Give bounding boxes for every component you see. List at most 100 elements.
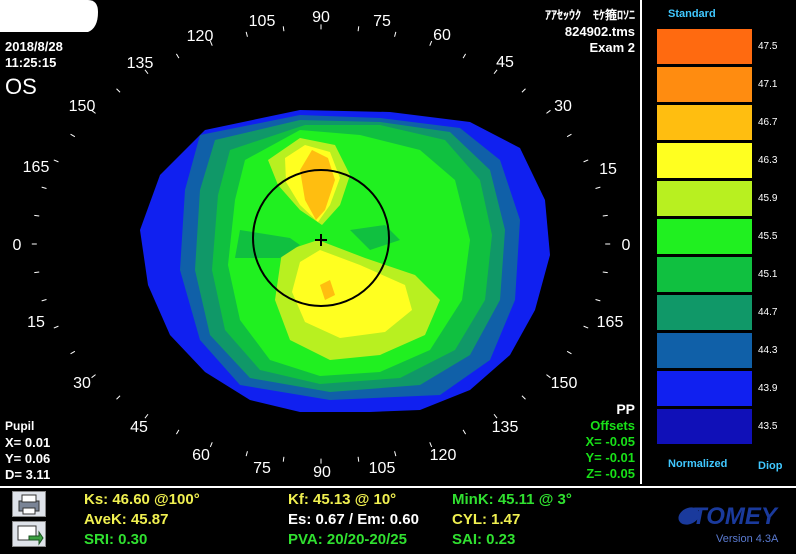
file-name: 824902.tms: [564, 24, 635, 39]
kf-value: Kf: 45.13 @ 10°: [288, 491, 397, 508]
export-icon: [17, 525, 44, 546]
legend-units: Diop: [758, 460, 783, 472]
cyl-value: CYL: 1.47: [452, 511, 521, 528]
angle-label-top-75: 75: [373, 13, 391, 30]
angle-tick: [602, 214, 608, 217]
angle-tick: [116, 88, 121, 93]
ks-value: Ks: 46.60 @100°: [84, 491, 200, 508]
angle-tick: [357, 26, 360, 32]
angle-tick: [91, 109, 96, 114]
angle-tick: [144, 69, 149, 75]
legend-title[interactable]: Standard: [668, 8, 716, 20]
time-text: 11:25:15: [5, 55, 57, 70]
sai-value: SAI: 0.23: [452, 531, 516, 548]
legend-swatch: [656, 142, 753, 179]
legend-value: 46.7: [758, 117, 778, 128]
legend-swatch: [656, 218, 753, 255]
angle-tick: [70, 350, 76, 355]
sri-value: SRI: 0.30: [84, 531, 148, 548]
eye-label: OS: [5, 74, 37, 99]
export-button[interactable]: [12, 521, 46, 547]
legend-value: 45.1: [758, 269, 778, 280]
legend-value: 44.7: [758, 307, 778, 318]
angle-tick: [493, 413, 498, 419]
angle-tick: [144, 413, 149, 419]
angle-label-bottom-60: 60: [192, 447, 210, 464]
topography-map-panel: 2018/8/28 11:25:15 OS ｱｱｾｯｳｸ ﾓｹ箍ﾛｿﾆ 8249…: [0, 0, 642, 484]
angle-tick: [91, 374, 96, 379]
legend-swatch: [656, 408, 753, 445]
legend-value: 45.5: [758, 231, 778, 242]
angle-tick: [357, 456, 360, 462]
angle-ticks: [31, 24, 611, 464]
angle-label-bottom-30: 30: [73, 375, 91, 392]
angle-tick: [245, 31, 248, 37]
tomey-logo-icon: TOMEY: [678, 503, 779, 530]
angle-tick: [566, 350, 572, 355]
date-text: 2018/8/28: [5, 39, 63, 54]
tomey-logo: TOMEY: [676, 502, 788, 535]
print-button[interactable]: [12, 491, 46, 517]
brand-name: TOMEY: [692, 503, 779, 530]
pva-value: PVA: 20/20-20/25: [288, 531, 407, 548]
angle-tick: [602, 271, 608, 274]
offsets-z: Z= -0.05: [586, 466, 635, 481]
angle-label-top-30: 30: [554, 98, 572, 115]
pupil-d: D= 3.11: [5, 467, 51, 482]
legend-value: 45.9: [758, 193, 778, 204]
map-color-regions: [140, 110, 550, 412]
legend-swatch: [656, 256, 753, 293]
legend-swatch: [656, 66, 753, 103]
angle-label-bottom-45: 45: [130, 419, 148, 436]
angle-tick: [546, 109, 551, 114]
legend-value: 43.5: [758, 421, 778, 432]
angle-tick: [53, 325, 59, 329]
offsets-x: X= -0.05: [585, 434, 635, 449]
legend-swatch: [656, 28, 753, 65]
angle-label-top-90: 90: [312, 9, 330, 26]
legend-value: 44.3: [758, 345, 778, 356]
angle-tick: [462, 53, 467, 59]
offsets-y: Y= -0.01: [585, 450, 635, 465]
angle-label-bottom-165: 165: [596, 314, 624, 331]
pupil-circle: [252, 169, 390, 307]
patient-name: ｱｱｾｯｳｸ ﾓｹ箍ﾛｿﾆ: [544, 8, 635, 22]
angle-tick: [70, 133, 76, 138]
legend-value: 46.3: [758, 155, 778, 166]
legend-normalized[interactable]: Normalized: [668, 458, 728, 470]
offsets-title: Offsets: [590, 418, 635, 433]
angle-tick: [583, 325, 589, 329]
angle-tick: [116, 395, 121, 400]
angle-tick: [282, 26, 285, 32]
angle-label-bottom-15: 15: [27, 314, 45, 331]
angle-tick: [583, 159, 589, 163]
legend-swatch: [656, 180, 753, 217]
indices-bar: Ks: 46.60 @100° AveK: 45.87 SRI: 0.30 Kf…: [0, 486, 796, 554]
angle-tick: [245, 451, 248, 457]
angle-tick: [175, 429, 180, 435]
pp-label: PP: [616, 401, 635, 417]
legend-value: 47.1: [758, 79, 778, 90]
angle-tick: [394, 451, 397, 457]
legend-swatch: [656, 104, 753, 141]
angle-tick: [209, 442, 213, 448]
angle-label-right-0: 0: [621, 237, 631, 254]
angle-tick: [34, 271, 40, 274]
angle-tick: [394, 31, 397, 37]
angle-label-top-105: 105: [248, 13, 276, 30]
angle-tick: [34, 214, 40, 217]
legend-swatch: [656, 332, 753, 369]
angle-label-top-15: 15: [599, 161, 617, 178]
angle-label-top-120: 120: [186, 28, 214, 45]
angle-tick: [546, 374, 551, 379]
legend-swatch: [656, 294, 753, 331]
angle-label-bottom-120: 120: [429, 447, 457, 464]
pupil-title: Pupil: [5, 419, 35, 433]
angle-label-bottom-90: 90: [313, 464, 331, 481]
avek-value: AveK: 45.87: [84, 511, 169, 528]
angle-tick: [175, 53, 180, 59]
angle-label-top-135: 135: [126, 55, 154, 72]
angle-label-top-150: 150: [68, 98, 96, 115]
pupil-y: Y= 0.06: [5, 451, 51, 466]
angle-label-top-45: 45: [496, 54, 514, 71]
